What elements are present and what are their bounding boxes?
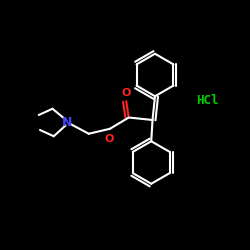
Text: HCl: HCl [196,94,219,106]
Text: O: O [104,134,114,144]
Text: O: O [122,88,131,98]
Text: N: N [62,116,73,129]
